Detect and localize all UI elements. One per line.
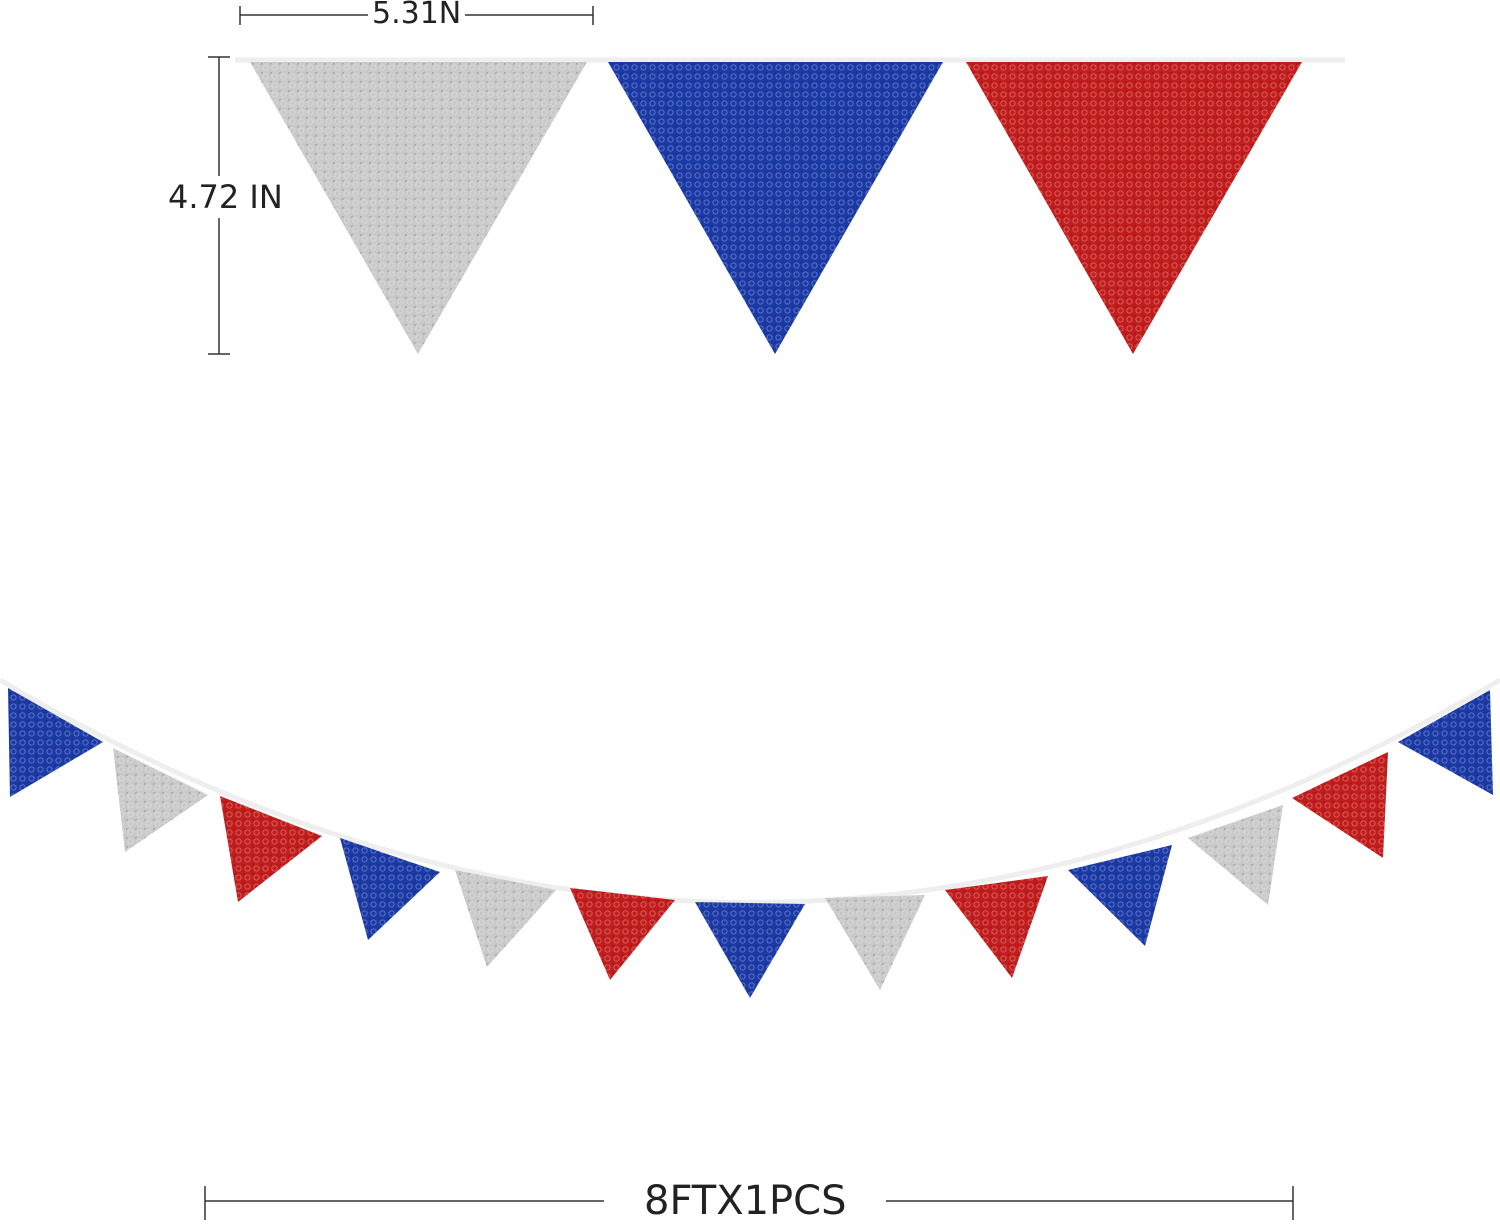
length-label: 8FTX1PCS bbox=[604, 1178, 887, 1224]
garland-pennant-red-texture bbox=[945, 876, 1048, 978]
garland-pennant-silver-texture bbox=[113, 748, 208, 852]
pennant-red-texture bbox=[966, 62, 1302, 354]
garland-string bbox=[0, 677, 1500, 905]
garland-pennant-blue-texture bbox=[695, 902, 805, 998]
garland-pennant-silver-texture bbox=[825, 895, 925, 990]
width-label: 5.31N bbox=[368, 0, 466, 31]
pennant-blue-texture bbox=[608, 62, 943, 354]
garland-pennant-blue-texture bbox=[1398, 690, 1493, 795]
garland-pennant-blue-texture bbox=[340, 838, 440, 940]
garland-pennant-blue-texture bbox=[8, 688, 103, 797]
pennant-silver-texture bbox=[250, 62, 587, 354]
garland-pennant-blue-texture bbox=[1068, 845, 1172, 946]
height-label: 4.72 IN bbox=[168, 176, 283, 218]
garland-pennant-red-texture bbox=[1292, 752, 1388, 858]
garland-pennant-red-texture bbox=[220, 796, 322, 902]
garland-pennant-silver-texture bbox=[1188, 805, 1283, 905]
garland-pennant-red-texture bbox=[570, 888, 675, 980]
garland-pennant-silver-texture bbox=[455, 870, 556, 967]
